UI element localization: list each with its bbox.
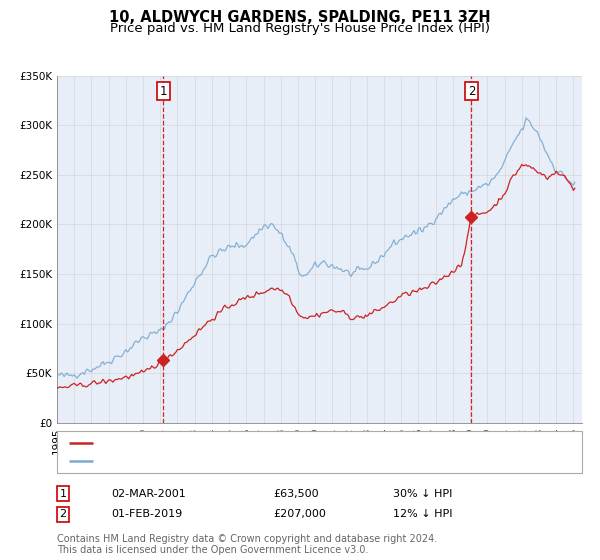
Text: 1: 1 (59, 489, 67, 499)
Text: Price paid vs. HM Land Registry's House Price Index (HPI): Price paid vs. HM Land Registry's House … (110, 22, 490, 35)
Text: £63,500: £63,500 (273, 489, 319, 499)
Text: 02-MAR-2001: 02-MAR-2001 (111, 489, 186, 499)
Text: 1: 1 (160, 85, 167, 98)
Text: 30% ↓ HPI: 30% ↓ HPI (393, 489, 452, 499)
Text: 10, ALDWYCH GARDENS, SPALDING, PE11 3ZH (detached house): 10, ALDWYCH GARDENS, SPALDING, PE11 3ZH … (96, 438, 457, 448)
Text: 01-FEB-2019: 01-FEB-2019 (111, 509, 182, 519)
Text: £207,000: £207,000 (273, 509, 326, 519)
Text: HPI: Average price, detached house, South Holland: HPI: Average price, detached house, Sout… (96, 456, 381, 466)
Text: 2: 2 (59, 509, 67, 519)
Text: 2: 2 (468, 85, 475, 98)
Text: This data is licensed under the Open Government Licence v3.0.: This data is licensed under the Open Gov… (57, 545, 368, 555)
Text: 10, ALDWYCH GARDENS, SPALDING, PE11 3ZH: 10, ALDWYCH GARDENS, SPALDING, PE11 3ZH (109, 10, 491, 25)
Text: 12% ↓ HPI: 12% ↓ HPI (393, 509, 452, 519)
Text: Contains HM Land Registry data © Crown copyright and database right 2024.: Contains HM Land Registry data © Crown c… (57, 534, 437, 544)
